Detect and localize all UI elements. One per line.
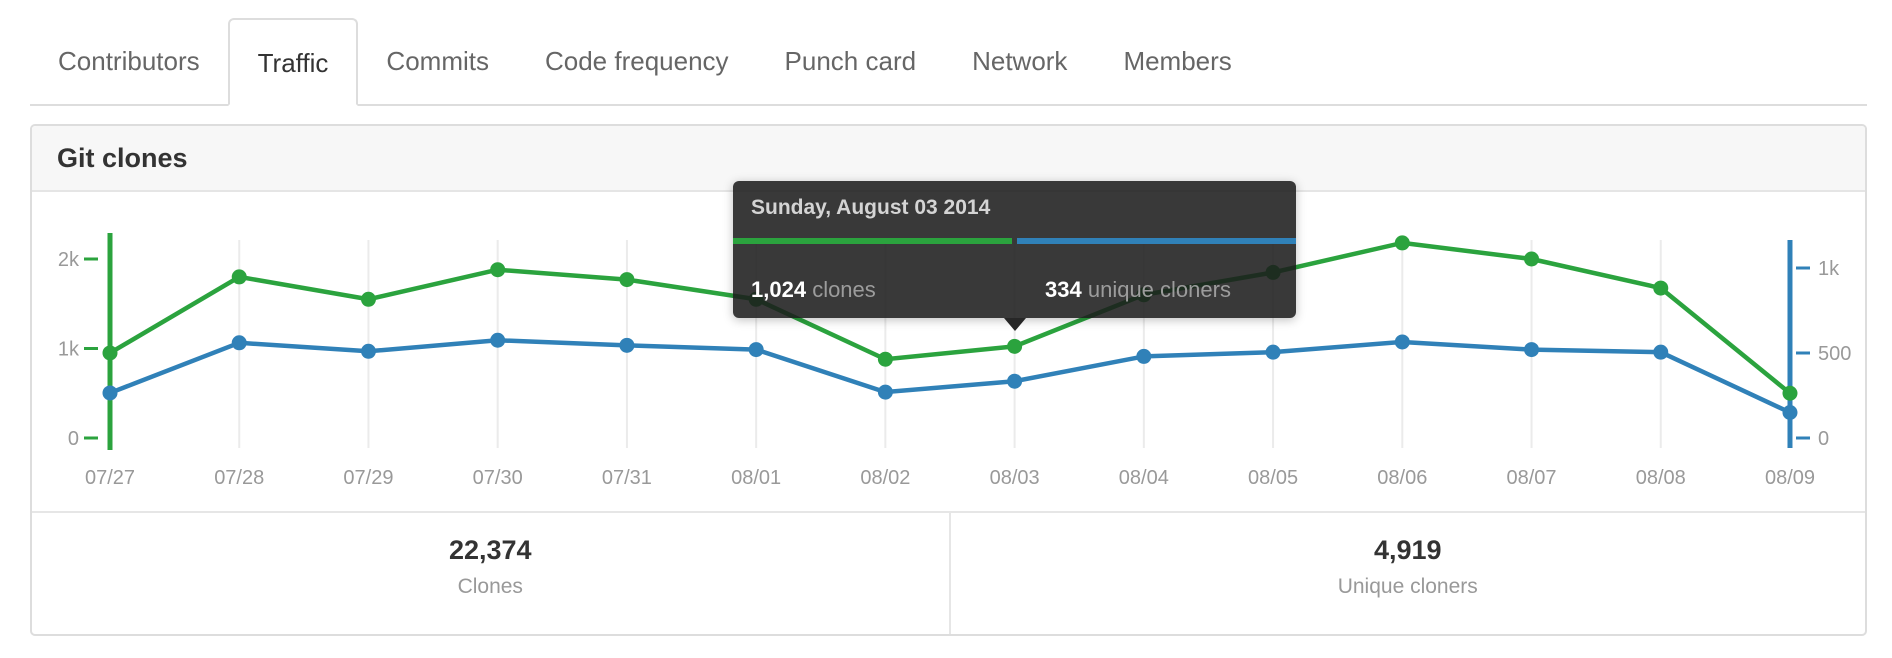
clones-data-point[interactable] bbox=[102, 345, 118, 361]
x-axis-date-label: 08/06 bbox=[1377, 467, 1427, 489]
unique-cloners-data-point[interactable] bbox=[1265, 344, 1281, 360]
unique-cloners-points bbox=[102, 332, 1798, 420]
clones-line bbox=[108, 240, 1792, 395]
unique-cloners-data-point[interactable] bbox=[1394, 334, 1410, 350]
tab-members[interactable]: Members bbox=[1123, 46, 1232, 76]
summary-clones-value: 22,374 bbox=[448, 535, 532, 565]
tooltip-uniques: 334 unique cloners bbox=[1045, 277, 1231, 303]
summary-uniques: 4,919 Unique cloners bbox=[948, 513, 1866, 634]
left-axis-tick-label: 0 bbox=[68, 428, 79, 450]
unique-cloners-data-point[interactable] bbox=[1007, 373, 1023, 389]
tooltip-clones: 1,024 clones bbox=[751, 277, 876, 303]
tab-commits[interactable]: Commits bbox=[386, 46, 489, 76]
right-axis-tick-label: 500 bbox=[1818, 343, 1851, 365]
x-axis-date-label: 08/01 bbox=[731, 467, 781, 489]
right-axis-tick-label: 0 bbox=[1818, 428, 1829, 450]
tooltip-uniques-value: 334 bbox=[1045, 277, 1082, 302]
tooltip-uniques-unit: unique cloners bbox=[1087, 277, 1231, 302]
x-axis-date-label: 08/09 bbox=[1765, 467, 1815, 489]
x-axis-date-label: 07/29 bbox=[343, 467, 393, 489]
unique-cloners-data-point[interactable] bbox=[1782, 405, 1798, 420]
clones-data-point[interactable] bbox=[231, 269, 247, 285]
panel-title: Git clones bbox=[57, 142, 188, 173]
tab-traffic[interactable]: Traffic bbox=[227, 18, 359, 106]
clones-data-point[interactable] bbox=[1524, 251, 1540, 267]
summary-uniques-label: Unique cloners bbox=[1337, 575, 1478, 598]
summary-row: 22,374 Clones 4,919 Unique cloners bbox=[32, 511, 1865, 634]
clones-series-stripe bbox=[733, 238, 1012, 244]
tab-contributors[interactable]: Contributors bbox=[58, 46, 200, 76]
unique-cloners-data-point[interactable] bbox=[877, 384, 893, 400]
left-axis: 0 1k 2k bbox=[58, 233, 113, 450]
x-axis-labels: 07/27 07/28 07/29 07/30 07/31 08/01 08/02 08/03… bbox=[85, 467, 1815, 489]
clones-data-point[interactable] bbox=[490, 262, 506, 278]
x-axis-date-label: 08/05 bbox=[1248, 467, 1298, 489]
unique-cloners-data-point[interactable] bbox=[748, 342, 764, 358]
tooltip-clones-unit: clones bbox=[812, 277, 876, 302]
tab-code-frequency[interactable]: Code frequency bbox=[544, 46, 729, 76]
tab-network[interactable]: Network bbox=[972, 46, 1068, 76]
unique-cloners-data-point[interactable] bbox=[1136, 348, 1152, 364]
clones-data-point[interactable] bbox=[1653, 280, 1669, 296]
x-axis-date-label: 08/03 bbox=[990, 467, 1040, 489]
summary-clones-label: Clones bbox=[457, 575, 523, 598]
unique-cloners-data-point[interactable] bbox=[1653, 344, 1669, 360]
summary-uniques-value: 4,919 bbox=[1373, 535, 1442, 565]
unique-cloners-data-point[interactable] bbox=[1524, 342, 1540, 358]
clones-data-point[interactable] bbox=[1007, 338, 1023, 354]
left-axis-tick-label: 2k bbox=[58, 249, 80, 271]
x-axis-date-label: 08/08 bbox=[1636, 467, 1686, 489]
unique-cloners-data-point[interactable] bbox=[360, 343, 376, 359]
summary-clones: 22,374 Clones bbox=[32, 513, 949, 634]
x-axis-date-label: 08/04 bbox=[1119, 467, 1169, 489]
clones-data-point[interactable] bbox=[1394, 235, 1410, 251]
right-axis: 0 500 1k bbox=[1787, 240, 1851, 450]
clones-data-point[interactable] bbox=[360, 291, 376, 307]
unique-cloners-data-point[interactable] bbox=[619, 337, 635, 353]
tab-punch-card[interactable]: Punch card bbox=[784, 46, 917, 76]
x-axis-date-label: 07/28 bbox=[214, 467, 264, 489]
x-axis-date-label: 07/31 bbox=[602, 467, 652, 489]
repo-graphs-tab-bar: Contributors Traffic Commits Code frequency… bbox=[30, 18, 1867, 106]
tooltip: Sunday, August 03 2014 1,024 clones 334 … bbox=[733, 181, 1296, 331]
tooltip-clones-value: 1,024 bbox=[751, 277, 807, 302]
x-axis-date-label: 08/07 bbox=[1506, 467, 1556, 489]
clones-data-point[interactable] bbox=[877, 351, 893, 367]
clones-data-point[interactable] bbox=[1782, 385, 1798, 401]
unique-cloners-data-point[interactable] bbox=[490, 332, 506, 348]
unique-cloners-data-point[interactable] bbox=[231, 335, 247, 351]
x-axis-date-label: 07/27 bbox=[85, 467, 135, 489]
tooltip-date-title: Sunday, August 03 2014 bbox=[751, 196, 991, 219]
x-axis-date-label: 07/30 bbox=[473, 467, 523, 489]
uniques-series-stripe bbox=[1017, 238, 1296, 244]
clones-line-chart[interactable]: 0 1k 2k 0 500 1k 07/27 07/28 07/29 07/30 07/31 08/0… bbox=[32, 192, 1865, 511]
right-axis-tick-label: 1k bbox=[1818, 258, 1840, 280]
clones-data-point[interactable] bbox=[619, 272, 635, 288]
tooltip-arrow bbox=[1003, 318, 1026, 331]
unique-cloners-line bbox=[109, 338, 1791, 415]
unique-cloners-data-point[interactable] bbox=[102, 385, 118, 401]
left-axis-tick-label: 1k bbox=[58, 339, 80, 361]
x-axis-date-label: 08/02 bbox=[860, 467, 910, 489]
